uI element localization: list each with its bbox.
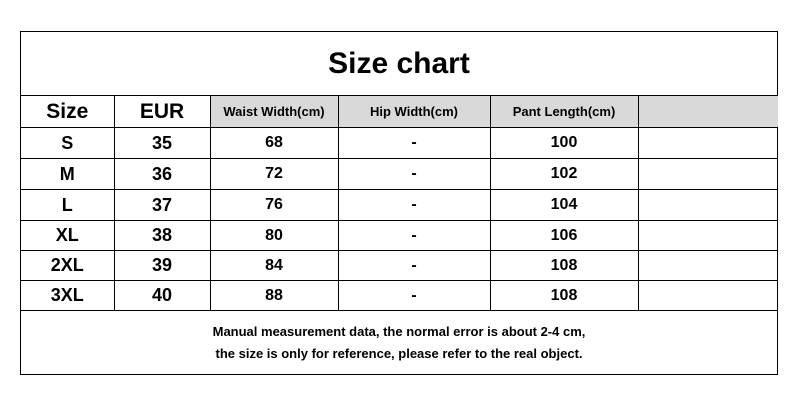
table-row: M 36 72-102 bbox=[21, 158, 778, 190]
cell-size: 3XL bbox=[21, 280, 115, 311]
footer-line-1: Manual measurement data, the normal erro… bbox=[212, 323, 586, 339]
cell-empty bbox=[637, 127, 778, 159]
cell-eur: 37 bbox=[113, 189, 211, 221]
cell-eur: 36 bbox=[113, 158, 211, 190]
header-empty bbox=[637, 95, 778, 128]
cell-eur: 39 bbox=[113, 250, 211, 281]
header-row: Size EUR Waist Width(cm) Hip Width(cm) P… bbox=[21, 95, 778, 128]
cell-eur: 40 bbox=[113, 280, 211, 311]
cell-length: 108 bbox=[489, 280, 639, 311]
cell-length: 108 bbox=[489, 250, 639, 281]
cell-hip: - bbox=[337, 127, 491, 159]
cell-size: L bbox=[21, 189, 115, 221]
footer-note: Manual measurement data, the normal erro… bbox=[21, 311, 777, 374]
cell-empty bbox=[637, 250, 778, 281]
cell-eur: 38 bbox=[113, 220, 211, 251]
cell-hip: - bbox=[337, 220, 491, 251]
cell-waist: 80 bbox=[209, 220, 339, 251]
table-row: S 35 68-100 bbox=[21, 127, 778, 159]
cell-eur: 35 bbox=[113, 127, 211, 159]
chart-title: Size chart bbox=[21, 32, 777, 96]
cell-empty bbox=[637, 189, 778, 221]
size-table: Size EUR Waist Width(cm) Hip Width(cm) P… bbox=[21, 95, 778, 311]
cell-hip: - bbox=[337, 280, 491, 311]
header-waist: Waist Width(cm) bbox=[209, 95, 339, 128]
cell-size: M bbox=[21, 158, 115, 190]
cell-empty bbox=[637, 220, 778, 251]
table-row: L 37 76-104 bbox=[21, 189, 778, 221]
cell-empty bbox=[637, 158, 778, 190]
table-row: 3XL 40 88-108 bbox=[21, 280, 778, 311]
table-row: 2XL 39 84-108 bbox=[21, 250, 778, 281]
cell-waist: 76 bbox=[209, 189, 339, 221]
header-length: Pant Length(cm) bbox=[489, 95, 639, 128]
header-size: Size bbox=[21, 95, 115, 128]
size-chart: Size chart Size EUR Waist Width(cm) Hip … bbox=[20, 31, 778, 375]
cell-hip: - bbox=[337, 158, 491, 190]
cell-waist: 68 bbox=[209, 127, 339, 159]
cell-length: 106 bbox=[489, 220, 639, 251]
cell-hip: - bbox=[337, 189, 491, 221]
cell-length: 104 bbox=[489, 189, 639, 221]
cell-hip: - bbox=[337, 250, 491, 281]
cell-waist: 88 bbox=[209, 280, 339, 311]
cell-empty bbox=[637, 280, 778, 311]
footer-line-2: the size is only for reference, please r… bbox=[215, 345, 583, 361]
header-eur: EUR bbox=[113, 95, 211, 128]
cell-size: S bbox=[21, 127, 115, 159]
cell-length: 102 bbox=[489, 158, 639, 190]
cell-size: 2XL bbox=[21, 250, 115, 281]
table-row: XL 38 80-106 bbox=[21, 220, 778, 251]
cell-length: 100 bbox=[489, 127, 639, 159]
cell-size: XL bbox=[21, 220, 115, 251]
cell-waist: 84 bbox=[209, 250, 339, 281]
cell-waist: 72 bbox=[209, 158, 339, 190]
header-hip: Hip Width(cm) bbox=[337, 95, 491, 128]
